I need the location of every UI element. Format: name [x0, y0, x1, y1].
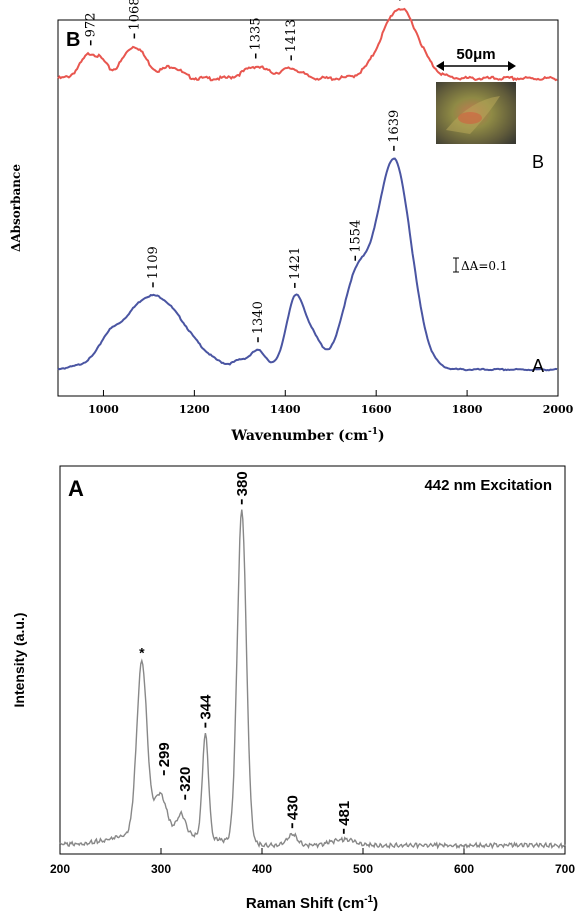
- ftir-series-label-a: A: [532, 356, 544, 376]
- raman-plot-frame: [59, 465, 566, 855]
- scale-bar: ΔA=0.1: [453, 257, 507, 273]
- raman-curves: [59, 509, 566, 850]
- raman-peak-label: 320: [177, 767, 194, 792]
- ftir-x-tick-label: 1400: [270, 403, 301, 416]
- raman-peak-label: *: [139, 645, 145, 661]
- raman-x-axis-label-sup: -1: [364, 894, 373, 905]
- raman-peak-label: 344: [197, 694, 214, 720]
- micrograph-arrow-head-left: [436, 61, 444, 71]
- ftir-panel: B ΔAbsorbance Wavenumber (cm-1) 1000 1200…: [9, 0, 574, 444]
- raman-peak-label: 481: [336, 801, 353, 826]
- raman-x-tick-label: 300: [151, 862, 171, 876]
- ftir-x-axis-label-close: ): [378, 428, 385, 444]
- micrograph-spot: [458, 112, 482, 124]
- ftir-peak-labels: 972106813351413165211091340142115541639: [84, 0, 402, 343]
- raman-x-tick-label: 200: [50, 862, 70, 876]
- raman-x-tick-label: 600: [454, 862, 474, 876]
- ftir-series-b-line: [57, 7, 558, 82]
- raman-peak-label: 430: [284, 795, 301, 820]
- ftir-series-a-line: [57, 157, 558, 372]
- ftir-b-peak-label: 1068: [127, 0, 142, 30]
- ftir-b-peak-label: 1413: [284, 19, 299, 52]
- ftir-y-axis-label: ΔAbsorbance: [9, 164, 23, 252]
- ftir-a-peak-label: 1554: [348, 220, 363, 253]
- ftir-b-peak-label: 972: [84, 13, 99, 38]
- ftir-a-peak-label: 1340: [251, 301, 266, 334]
- ftir-plot-frame: [57, 19, 559, 397]
- ftir-x-axis-label: Wavenumber (cm-1): [230, 427, 384, 444]
- ftir-x-tick-label: 1000: [88, 403, 119, 416]
- raman-spectrum-line: [59, 509, 566, 850]
- micrograph-inset: 50μm: [436, 46, 516, 144]
- ftir-x-axis-label-sup: -1: [368, 427, 378, 437]
- raman-x-axis-label-main: Raman Shift (cm: [246, 895, 364, 912]
- ftir-b-peak-label: 1335: [249, 17, 264, 50]
- ftir-x-tick-label: 1600: [361, 403, 392, 416]
- raman-x-ticks: 200 300 400 500 600 700: [50, 848, 575, 876]
- micrograph-scale-label: 50μm: [456, 46, 495, 63]
- raman-x-axis-label-close: ): [373, 895, 378, 912]
- ftir-a-peak-label: 1109: [146, 246, 161, 279]
- raman-panel-label: A: [68, 476, 84, 501]
- raman-title: 442 nm Excitation: [424, 477, 552, 494]
- raman-x-tick-label: 700: [555, 862, 575, 876]
- ftir-panel-label: B: [66, 29, 80, 51]
- micrograph-arrow-head-right: [508, 61, 516, 71]
- ftir-curves: [57, 7, 558, 372]
- raman-panel: A 442 nm Excitation Intensity (a.u.) Ram…: [11, 465, 575, 912]
- ftir-x-tick-label: 1800: [452, 403, 483, 416]
- raman-peak-label: 299: [156, 742, 173, 767]
- ftir-series-label-b: B: [532, 152, 544, 172]
- raman-y-axis-label: Intensity (a.u.): [11, 613, 27, 708]
- ftir-x-ticks: 1000 1200 1400 1600 1800 2000: [88, 390, 574, 416]
- raman-peak-label: 380: [234, 471, 251, 496]
- ftir-a-peak-label: 1639: [387, 110, 402, 143]
- raman-x-axis-label: Raman Shift (cm-1): [246, 894, 378, 912]
- scale-bar-label: ΔA=0.1: [461, 259, 507, 273]
- ftir-x-axis-label-main: Wavenumber (cm: [230, 428, 368, 444]
- ftir-x-tick-label: 2000: [543, 403, 574, 416]
- raman-x-tick-label: 400: [252, 862, 272, 876]
- ftir-a-peak-label: 1421: [288, 247, 303, 280]
- raman-x-tick-label: 500: [353, 862, 373, 876]
- ftir-x-tick-label: 1200: [179, 403, 210, 416]
